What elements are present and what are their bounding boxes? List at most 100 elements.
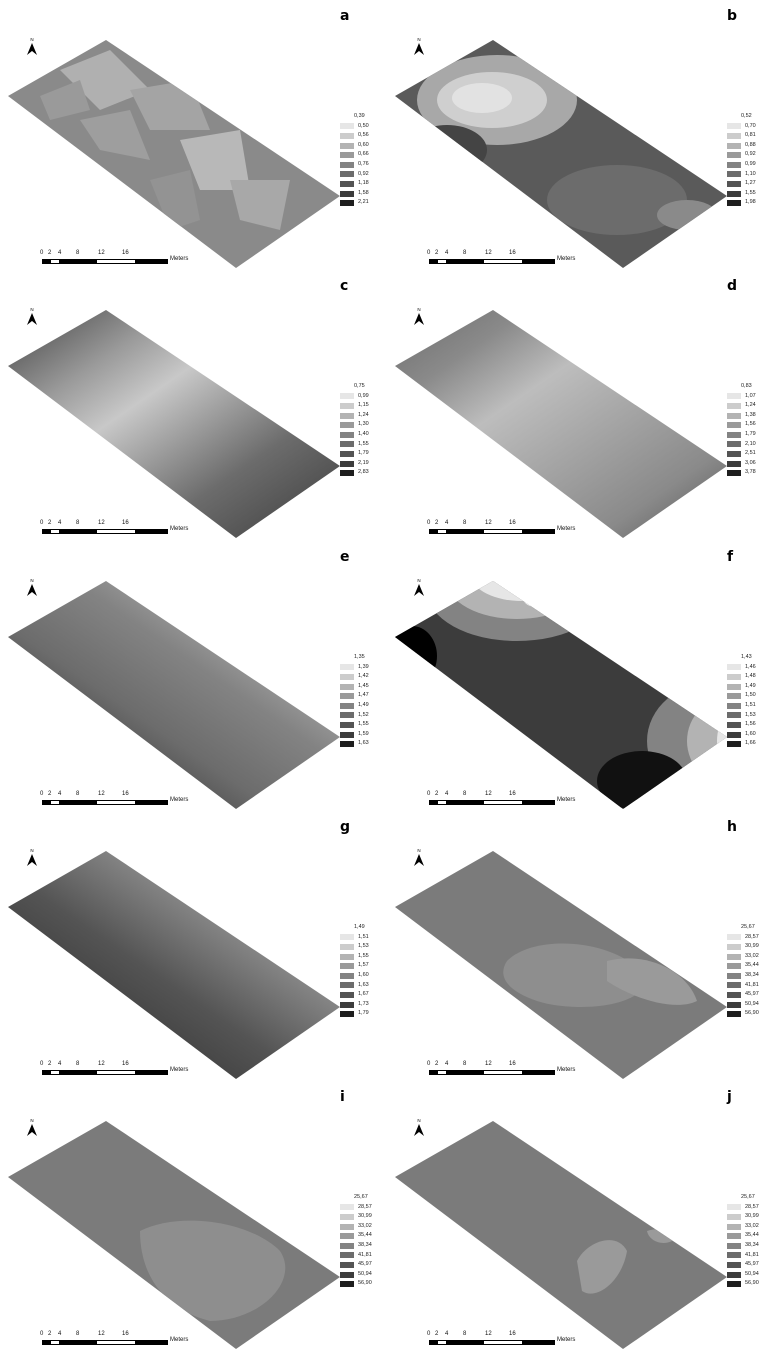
legend-value: 45,97 [745, 991, 759, 998]
legend-value: 1,24 [358, 411, 369, 418]
legend-swatch [727, 712, 741, 719]
scale-tick-label: 12 [485, 250, 492, 256]
legend-row: 1,60 [727, 730, 756, 740]
scale-bar-graphic [429, 1340, 555, 1345]
panel-letter: e [340, 549, 350, 565]
legend-value: 1,79 [745, 430, 756, 437]
map-surface [8, 581, 340, 809]
scale-bar: 0 2 4 8 12 16 Meters [427, 1331, 597, 1345]
legend-value: 0,66 [358, 151, 369, 158]
svg-text:N: N [417, 578, 420, 583]
scale-tick-label: 2 [48, 520, 52, 526]
legend-swatch [727, 1011, 741, 1018]
legend-value: 38,34 [745, 1241, 759, 1248]
legend-value: 2,51 [745, 450, 756, 457]
scale-unit: Meters [557, 1337, 576, 1343]
svg-text:N: N [30, 1118, 33, 1123]
legend-row: 30,99 [727, 942, 759, 952]
legend-row: 1,50 [727, 691, 756, 701]
legend-swatch [340, 402, 354, 409]
legend-value: 56,90 [358, 1280, 372, 1287]
legend-swatch [340, 963, 354, 970]
legend-value: 2,83 [358, 469, 369, 476]
legend-row: 33,02 [727, 952, 759, 962]
legend-row: 45,97 [340, 1260, 372, 1270]
scale-tick-label: 4 [445, 1331, 449, 1337]
scale-tick-label: 16 [509, 520, 516, 526]
scale-unit: Meters [170, 1337, 189, 1343]
legend: 1,35 1,39 1,42 1,45 1,47 1,49 1,52 1,55 [340, 653, 369, 749]
legend-swatch [727, 702, 741, 709]
scale-tick-label: 0 [40, 1061, 44, 1067]
scale-tick-label: 0 [40, 250, 44, 256]
legend-min-value: 1,49 [354, 924, 365, 930]
north-arrow: N [26, 847, 38, 872]
panel-letter: g [340, 819, 351, 835]
map-panel-i: i N 25,67 28,57 30,99 33,02 35,44 38,34 … [0, 1081, 386, 1351]
legend-row: 1,45 [340, 682, 369, 692]
map-d [395, 310, 727, 538]
legend-swatch [727, 441, 741, 448]
legend-row: 1,47 [340, 691, 369, 701]
legend-swatch [340, 132, 354, 139]
legend-swatch [727, 422, 741, 429]
scale-tick-label: 8 [463, 520, 467, 526]
north-arrow-icon: N [27, 578, 37, 596]
scale-tick-label: 8 [76, 791, 80, 797]
legend-value: 1,15 [358, 402, 369, 409]
north-arrow-icon: N [414, 578, 424, 596]
legend: 25,67 28,57 30,99 33,02 35,44 38,34 41,8… [340, 1193, 372, 1289]
north-arrow: N [413, 36, 425, 61]
legend-value: 0,60 [358, 141, 369, 148]
legend-value: 1,52 [358, 711, 369, 718]
north-arrow-icon: N [27, 37, 37, 55]
legend-swatch [727, 161, 741, 168]
legend-row: 28,57 [727, 933, 759, 943]
legend-swatch [727, 412, 741, 419]
scale-tick-label: 4 [445, 250, 449, 256]
legend-swatch [340, 161, 354, 168]
scale-tick-label: 0 [427, 1061, 431, 1067]
legend-row: 33,02 [340, 1222, 372, 1232]
scale-tick-label: 12 [485, 791, 492, 797]
legend-row: 0,92 [340, 170, 369, 180]
legend-swatch [727, 1223, 741, 1230]
scale-unit: Meters [170, 797, 189, 803]
scale-tick-label: 4 [58, 1331, 62, 1337]
legend-swatch [727, 180, 741, 187]
north-arrow: N [413, 1117, 425, 1142]
legend-row: 2,10 [727, 440, 756, 450]
legend-value: 1,55 [358, 721, 369, 728]
scale-bar-graphic [42, 800, 168, 805]
scale-bar-graphic [429, 529, 555, 534]
svg-text:N: N [30, 37, 33, 42]
legend-swatch [340, 441, 354, 448]
scale-tick-label: 16 [122, 1331, 129, 1337]
legend-swatch [340, 1011, 354, 1018]
legend-row: 1,38 [727, 411, 756, 421]
scale-tick-label: 12 [98, 520, 105, 526]
legend-row: 28,57 [727, 1203, 759, 1213]
legend-value: 1,56 [745, 721, 756, 728]
legend-swatch [340, 1001, 354, 1008]
scale-tick-label: 2 [435, 520, 439, 526]
legend-value: 1,45 [358, 682, 369, 689]
legend-row: 1,48 [727, 672, 756, 682]
legend-swatch [727, 1213, 741, 1220]
scale-tick-label: 16 [122, 520, 129, 526]
legend-row: 1,67 [340, 990, 369, 1000]
svg-text:N: N [30, 307, 33, 312]
legend-swatch [340, 142, 354, 149]
legend-row: 1,55 [340, 720, 369, 730]
map-panel-e: e N 1,35 1,39 1,42 1,45 1,47 1,49 1,52 [0, 541, 386, 811]
legend-row: 38,34 [340, 1241, 372, 1251]
legend-value: 56,90 [745, 1010, 759, 1017]
legend-value: 0,99 [358, 392, 369, 399]
scale-tick-label: 12 [98, 1331, 105, 1337]
scale-tick-label: 0 [40, 520, 44, 526]
legend-value: 1,55 [358, 440, 369, 447]
legend-swatch [727, 934, 741, 941]
legend-value: 1,18 [358, 180, 369, 187]
legend-row: 1,79 [340, 449, 369, 459]
legend-row: 30,99 [727, 1212, 759, 1222]
